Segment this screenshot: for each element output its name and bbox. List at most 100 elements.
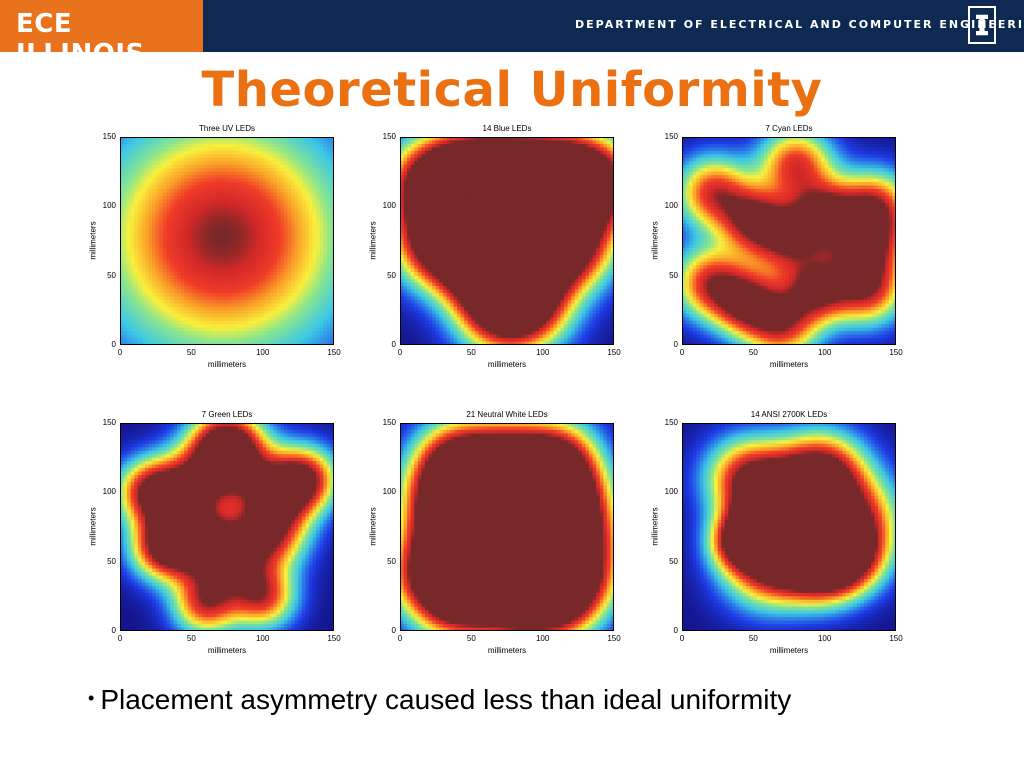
heatmap-cell	[152, 313, 157, 318]
heatmap-cell	[467, 178, 472, 183]
heatmap-cell	[230, 161, 235, 166]
heatmap-cell	[205, 143, 210, 148]
heatmap-cell	[162, 317, 167, 322]
heatmap-cell	[309, 258, 313, 263]
heatmap-cell	[546, 185, 551, 190]
heatmap-cell	[123, 247, 128, 252]
heatmap-cell	[309, 241, 313, 245]
heatmap-cell	[330, 320, 334, 325]
heatmap-cell	[120, 223, 124, 228]
heatmap-cell	[137, 175, 142, 179]
heatmap-cell	[276, 320, 281, 325]
heatmap-cell	[269, 310, 274, 315]
heatmap-cell	[169, 175, 174, 179]
heatmap-cell	[216, 306, 221, 311]
heatmap-cell	[148, 299, 153, 304]
heatmap-cell	[560, 202, 565, 207]
heatmap-cell	[276, 206, 281, 211]
heatmap-cell	[596, 154, 601, 159]
heatmap-cell	[599, 147, 604, 152]
heatmap-cell	[284, 299, 289, 304]
heatmap-cell	[428, 161, 433, 166]
heatmap-cell	[123, 299, 128, 304]
heatmap-cell	[606, 154, 611, 159]
heatmap-cell	[453, 168, 458, 173]
heatmap-cell	[326, 192, 331, 197]
heatmap-cell	[205, 157, 210, 162]
heatmap-cell	[141, 223, 146, 228]
heatmap-cell	[474, 189, 479, 193]
heatmap-cell	[209, 202, 214, 207]
heatmap-cell	[241, 282, 246, 287]
heatmap-cell	[499, 137, 504, 141]
heatmap-cell	[184, 202, 189, 207]
heatmap-cell	[219, 251, 224, 256]
heatmap-cell	[294, 137, 299, 141]
heatmap-cell	[191, 327, 196, 332]
heatmap-cell	[403, 209, 408, 214]
heatmap-cell	[503, 154, 508, 159]
heatmap-cell	[585, 206, 590, 211]
heatmap-cell	[159, 213, 164, 218]
heatmap-cell	[326, 234, 331, 238]
heatmap-cell	[177, 234, 182, 238]
heatmap-cell	[276, 338, 281, 342]
heatmap-cell	[599, 185, 604, 190]
heatmap-cell	[155, 254, 160, 259]
heatmap-cell	[180, 223, 185, 228]
heatmap-cell	[169, 265, 174, 270]
heatmap-cell	[528, 189, 533, 193]
heatmap-cell	[141, 310, 146, 315]
heatmap-cell	[474, 206, 479, 211]
heatmap-cell	[230, 254, 235, 259]
heatmap-cell	[244, 216, 249, 221]
heatmap-cell	[316, 317, 321, 322]
heatmap-cell	[309, 334, 313, 339]
heatmap-cell	[198, 275, 203, 280]
heatmap-cell	[603, 147, 608, 152]
heatmap-cell	[298, 178, 303, 183]
heatmap-cell	[319, 254, 324, 259]
heatmap-cell	[251, 296, 256, 301]
heatmap-cell	[180, 140, 185, 145]
heatmap-cell	[219, 227, 224, 231]
heatmap-cell	[177, 313, 182, 318]
heatmap-cell	[489, 143, 494, 148]
heatmap-cell	[305, 334, 310, 339]
heatmap-cell	[294, 251, 299, 256]
heatmap-cell	[191, 202, 196, 207]
heatmap-cell	[284, 293, 289, 297]
heatmap-cell	[585, 171, 590, 176]
heatmap-cell	[198, 289, 203, 294]
heatmap-cell	[439, 199, 444, 204]
heatmap-cell	[248, 185, 253, 190]
heatmap-cell	[326, 230, 331, 235]
heatmap-cell	[187, 286, 192, 290]
heatmap-cell	[424, 147, 429, 152]
heatmap-cell	[148, 341, 153, 345]
heatmap-cell	[280, 137, 285, 141]
heatmap-cell	[148, 251, 153, 256]
heatmap-cell	[130, 209, 135, 214]
heatmap-cell	[255, 147, 260, 152]
heatmap-cell	[309, 137, 313, 141]
heatmap-cell	[567, 157, 572, 162]
heatmap-cell	[449, 202, 454, 207]
heatmap-cell	[205, 299, 210, 304]
heatmap-cell	[531, 154, 536, 159]
ece-illinois-logo[interactable]: ECE ILLINOIS	[0, 0, 203, 69]
heatmap-cell	[266, 258, 271, 263]
heatmap-cell	[449, 182, 454, 186]
heatmap-cell	[123, 199, 128, 204]
heatmap-cell	[266, 143, 271, 148]
heatmap-cell	[209, 234, 214, 238]
heatmap-cell	[169, 341, 174, 345]
heatmap-cell	[184, 154, 189, 159]
heatmap-cell	[287, 334, 292, 339]
heatmap-cell	[169, 289, 174, 294]
heatmap-cell	[205, 282, 210, 287]
heatmap-cell	[255, 265, 260, 270]
heatmap-cell	[223, 140, 228, 145]
heatmap-cell	[216, 206, 221, 211]
heatmap-cell	[227, 213, 231, 218]
